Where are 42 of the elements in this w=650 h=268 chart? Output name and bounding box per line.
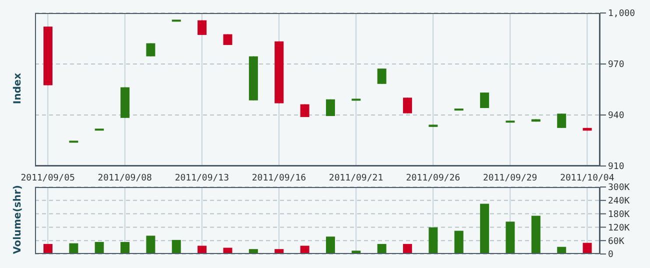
- bar: [326, 236, 335, 254]
- bar: [43, 244, 52, 254]
- candlestick: [198, 20, 207, 36]
- bar: [480, 204, 490, 254]
- y-tick-label: 910: [608, 162, 624, 172]
- candlestick: [480, 92, 490, 109]
- x-tick-label: 2011/09/05: [20, 173, 75, 184]
- x-tick-label: 2011/09/21: [328, 173, 384, 184]
- candlestick: [557, 113, 566, 128]
- bar: [198, 246, 207, 254]
- y-tick-label: 240K: [608, 196, 630, 207]
- candlestick: [146, 42, 156, 57]
- y-tick-label: 970: [608, 60, 624, 70]
- y-tick-label: 120K: [608, 223, 630, 234]
- bar: [146, 236, 156, 254]
- y-axis-title: Volume(shr): [12, 184, 24, 254]
- bar: [300, 246, 310, 254]
- bar: [403, 244, 412, 254]
- candlestick: [377, 68, 386, 84]
- x-tick-label: 2011/09/29: [483, 173, 538, 184]
- y-tick-label: 940: [608, 111, 624, 122]
- x-tick-label: 2011/09/16: [252, 173, 306, 184]
- x-tick-label: 2011/09/26: [406, 173, 460, 184]
- y-tick-label: 1,000: [608, 9, 636, 20]
- x-tick-label: 2011/10/04: [560, 173, 614, 184]
- bar: [582, 242, 592, 254]
- bar: [506, 222, 515, 254]
- bar: [454, 230, 464, 254]
- bar: [120, 242, 130, 254]
- y-tick-label: 60K: [608, 236, 625, 247]
- y-tick-label: 0: [608, 250, 614, 260]
- bar: [531, 216, 540, 254]
- x-tick-label: 2011/09/08: [98, 173, 152, 184]
- bar: [377, 244, 386, 254]
- x-tick-label: 2011/09/13: [174, 173, 230, 184]
- y-axis-title: Index: [12, 71, 24, 106]
- bar: [94, 242, 104, 254]
- bar: [428, 227, 438, 254]
- y-tick-label: 300K: [608, 183, 630, 194]
- bar: [172, 240, 181, 254]
- candlestick: [403, 97, 412, 114]
- y-tick-label: 180K: [608, 210, 630, 220]
